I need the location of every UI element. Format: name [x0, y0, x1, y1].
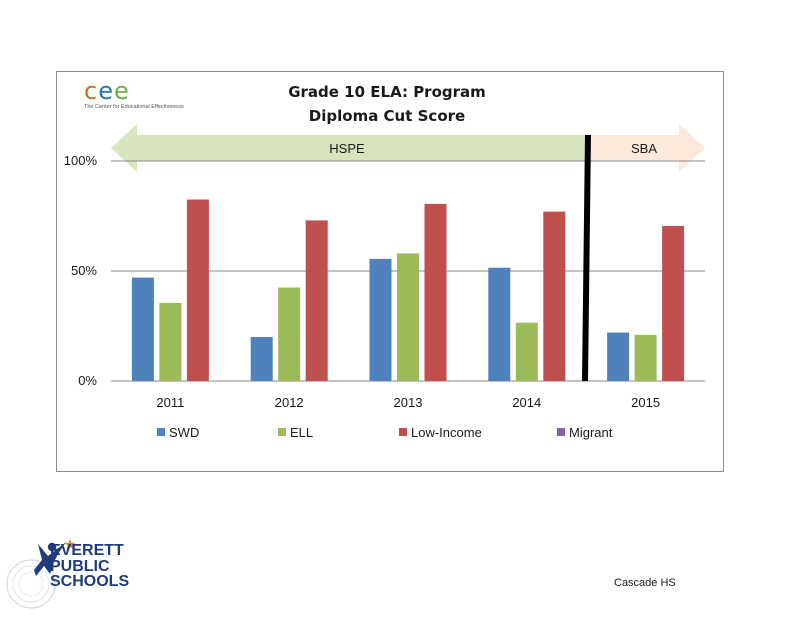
- bars: [131, 199, 685, 381]
- y-tick-label: 0%: [78, 373, 97, 388]
- legend-swatch: [557, 428, 565, 436]
- cee-logo-letter-e: e: [98, 77, 114, 105]
- chart-frame: Grade 10 ELA: Program Diploma Cut Score …: [56, 71, 724, 472]
- bar-ell-2015: [634, 334, 657, 381]
- bar-swd-2012: [250, 337, 273, 381]
- legend-label: SWD: [169, 425, 199, 440]
- legend-swatch: [278, 428, 286, 436]
- figure-head-icon: [47, 542, 57, 552]
- legend-swatch: [157, 428, 165, 436]
- legend-item-ell: ELL: [278, 425, 313, 440]
- y-tick-label: 50%: [71, 263, 97, 278]
- bar-ell-2013: [397, 253, 419, 381]
- legend-item-low-income: Low-Income: [399, 425, 482, 440]
- cee-logo-letter-c: c: [84, 77, 99, 105]
- star-icon: [64, 539, 76, 550]
- chart-title-line-2: Diploma Cut Score: [309, 107, 465, 125]
- bar-low-income-2012: [305, 220, 328, 381]
- sba-band-arrow: [591, 124, 705, 172]
- district-name-line-2: PUBLIC: [50, 557, 110, 575]
- bar-low-income-2011: [186, 199, 209, 381]
- bar-ell-2011: [159, 302, 182, 381]
- y-axis-ticks: 0% 50% 100%: [64, 153, 98, 388]
- bar-low-income-2013: [424, 203, 447, 381]
- hspe-sba-divider-line: [582, 135, 591, 381]
- bar-swd-2011: [131, 277, 154, 381]
- district-name: EVERETT PUBLIC SCHOOLS: [50, 543, 129, 590]
- hspe-band-label: HSPE: [329, 141, 365, 156]
- x-tick-label: 2011: [156, 395, 184, 410]
- district-name-line-1: EVERETT: [50, 542, 124, 559]
- bar-swd-2013: [369, 258, 392, 381]
- bar-ell-2012: [278, 287, 301, 381]
- cee-logo-letter-e-2: e: [113, 77, 130, 105]
- bar-ell-2014: [515, 322, 538, 381]
- figure-body-icon: [34, 542, 66, 576]
- x-tick-label: 2013: [394, 395, 423, 410]
- bar-low-income-2014: [543, 211, 566, 381]
- hspe-band-arrow: [111, 124, 587, 172]
- x-tick-label: 2012: [275, 395, 304, 410]
- legend-label: ELL: [290, 425, 313, 440]
- chart-title-line-1: Grade 10 ELA: Program: [288, 83, 486, 101]
- sba-band-label: SBA: [631, 141, 657, 156]
- x-axis-ticks: 2011 2012 2013 2014 2015: [156, 395, 660, 410]
- legend-label: Low-Income: [411, 425, 482, 440]
- legend-item-swd: SWD: [157, 425, 199, 440]
- legend: SWD ELL Low-Income Migrant: [157, 425, 613, 440]
- district-name-line-3: SCHOOLS: [50, 573, 130, 590]
- cee-logo: cee The Center for Educational Effective…: [84, 79, 184, 110]
- y-tick-label: 100%: [64, 153, 98, 168]
- bar-low-income-2015: [662, 225, 685, 381]
- school-name: Cascade HS: [614, 577, 676, 589]
- x-tick-label: 2014: [512, 395, 541, 410]
- legend-swatch: [399, 428, 407, 436]
- legend-label: Migrant: [569, 425, 613, 440]
- chart: Grade 10 ELA: Program Diploma Cut Score …: [64, 83, 705, 440]
- everett-public-schools-logo: [6, 539, 76, 609]
- bar-swd-2014: [488, 267, 511, 381]
- legend-item-migrant: Migrant: [557, 425, 613, 440]
- cee-logo-subtitle: The Center for Educational Effectiveness: [84, 104, 184, 110]
- bar-swd-2015: [607, 332, 630, 381]
- x-tick-label: 2015: [631, 395, 660, 410]
